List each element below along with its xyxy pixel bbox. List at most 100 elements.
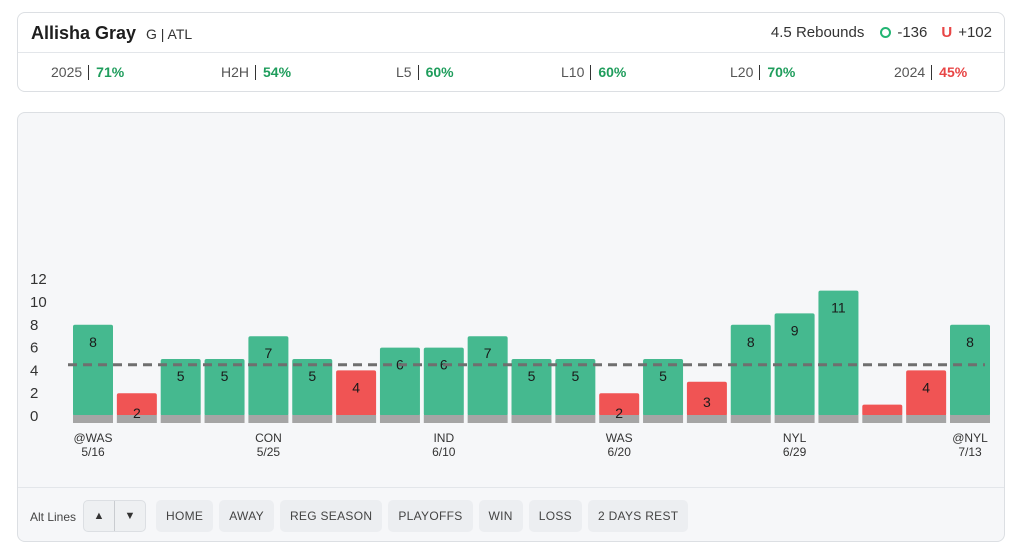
bar-value-label: 2 xyxy=(133,405,141,421)
split-item[interactable]: L10 60% xyxy=(561,64,626,80)
y-tick-label: 6 xyxy=(30,340,38,357)
bar-series: 825575466755253891148 xyxy=(73,290,990,423)
split-label: 2025 xyxy=(51,64,90,80)
bar-base xyxy=(950,415,990,423)
bar xyxy=(686,381,727,416)
y-axis: 0 2 4 6 8 10 12 xyxy=(30,271,47,425)
x-tick-opponent: WAS xyxy=(606,431,633,445)
bar xyxy=(292,359,333,416)
bar-value-label: 8 xyxy=(89,334,97,350)
hit-rate-splits: 2025 71% H2H 54% L5 60% L10 60% L20 70% … xyxy=(18,53,1004,93)
x-tick-date: 7/13 xyxy=(958,445,982,459)
split-item[interactable]: 2025 71% xyxy=(51,64,124,80)
y-tick-label: 4 xyxy=(30,362,38,379)
bar-value-label: 5 xyxy=(528,368,536,384)
filter-reg-season-button[interactable]: REG SEASON xyxy=(279,500,383,532)
under-mark: U xyxy=(941,24,953,41)
bar xyxy=(730,324,771,416)
bar-base xyxy=(643,415,684,423)
split-item[interactable]: L20 70% xyxy=(730,64,795,80)
bar-base xyxy=(248,415,289,423)
bar xyxy=(818,290,859,416)
bar-value-label: 5 xyxy=(659,368,667,384)
bar-value-label: 5 xyxy=(308,368,316,384)
bar-base xyxy=(686,415,727,423)
bar-value-label: 7 xyxy=(265,345,273,361)
split-value: 54% xyxy=(263,64,292,80)
bar xyxy=(511,359,552,416)
bar-value-label: 3 xyxy=(703,394,711,410)
split-label: H2H xyxy=(221,64,257,80)
y-tick-label: 8 xyxy=(30,317,38,334)
x-tick-opponent: @WAS xyxy=(73,431,112,445)
bar xyxy=(160,359,201,416)
bar-base xyxy=(379,415,420,423)
split-label: 2024 xyxy=(894,64,933,80)
bar-value-label: 4 xyxy=(922,379,930,395)
split-item[interactable]: H2H 54% xyxy=(221,64,291,80)
bar-base xyxy=(73,415,113,423)
bar xyxy=(643,359,684,416)
bar-base xyxy=(336,415,377,423)
bar-base xyxy=(774,415,815,423)
bar-base xyxy=(204,415,245,423)
bar-value-label: 11 xyxy=(831,300,846,316)
y-tick-label: 12 xyxy=(30,271,47,288)
prop-line: 4.5 Rebounds -136 U +102 xyxy=(771,24,992,41)
prop-line-label: 4.5 Rebounds xyxy=(770,24,865,41)
split-label: L20 xyxy=(730,64,761,80)
y-tick-label: 2 xyxy=(30,385,38,402)
player-name: Allisha Gray xyxy=(31,23,137,43)
bar-value-label: 5 xyxy=(221,368,229,384)
bar-value-label: 7 xyxy=(484,345,492,361)
bar-base xyxy=(730,415,771,423)
bar xyxy=(906,370,947,416)
bar xyxy=(599,393,640,416)
bar xyxy=(336,370,377,416)
x-tick-date: 6/10 xyxy=(432,445,456,459)
bar-value-label: 4 xyxy=(352,379,360,395)
filter-playoffs-button[interactable]: PLAYOFFS xyxy=(388,500,473,532)
over-circle-icon xyxy=(880,27,892,38)
split-label: L10 xyxy=(561,64,592,80)
bar-value-label: 8 xyxy=(747,334,755,350)
x-tick-opponent: CON xyxy=(255,431,282,445)
x-tick-date: 5/25 xyxy=(257,445,281,459)
bar-base xyxy=(862,415,903,423)
alt-lines-stepper: ▲ ▼ xyxy=(83,500,146,532)
alt-lines-label: Alt Lines xyxy=(30,510,77,524)
filter-loss-button[interactable]: LOSS xyxy=(528,500,582,532)
split-item[interactable]: 2024 45% xyxy=(894,64,967,80)
filter-buttons: HOME AWAY REG SEASON PLAYOFFS WIN LOSS 2… xyxy=(156,500,689,532)
split-item[interactable]: L5 60% xyxy=(396,64,454,80)
bar-base xyxy=(292,415,333,423)
chevron-down-icon[interactable]: ▼ xyxy=(114,501,145,531)
bar-base xyxy=(599,415,640,423)
bar xyxy=(862,404,903,416)
filter-away-button[interactable]: AWAY xyxy=(219,500,274,532)
bar-base xyxy=(555,415,596,423)
filter-win-button[interactable]: WIN xyxy=(478,500,523,532)
chevron-up-icon[interactable]: ▲ xyxy=(93,510,105,522)
prop-header-top: Allisha Gray G | ATL 4.5 Rebounds -136 U… xyxy=(18,13,1004,53)
filter-home-button[interactable]: HOME xyxy=(156,500,214,532)
split-value: 70% xyxy=(767,64,796,80)
under-odds[interactable]: +102 xyxy=(958,24,992,41)
filter-rest-button[interactable]: 2 DAYS REST xyxy=(587,500,689,532)
bar-base xyxy=(818,415,859,423)
bar xyxy=(73,324,113,416)
bar xyxy=(248,336,289,416)
bar xyxy=(116,393,157,416)
bar xyxy=(555,359,596,416)
prop-header-card: Allisha Gray G | ATL 4.5 Rebounds -136 U… xyxy=(17,12,1005,92)
bar-value-label: 2 xyxy=(615,405,623,421)
split-value: 60% xyxy=(598,64,627,80)
x-tick-date: 6/20 xyxy=(608,445,632,459)
split-value: 60% xyxy=(425,64,454,80)
over-odds[interactable]: -136 xyxy=(897,24,928,41)
split-label: L5 xyxy=(396,64,419,80)
filter-bar: Alt Lines ▲ ▼ HOME AWAY REG SEASON PLAYO… xyxy=(18,487,1004,543)
bar xyxy=(950,324,990,416)
